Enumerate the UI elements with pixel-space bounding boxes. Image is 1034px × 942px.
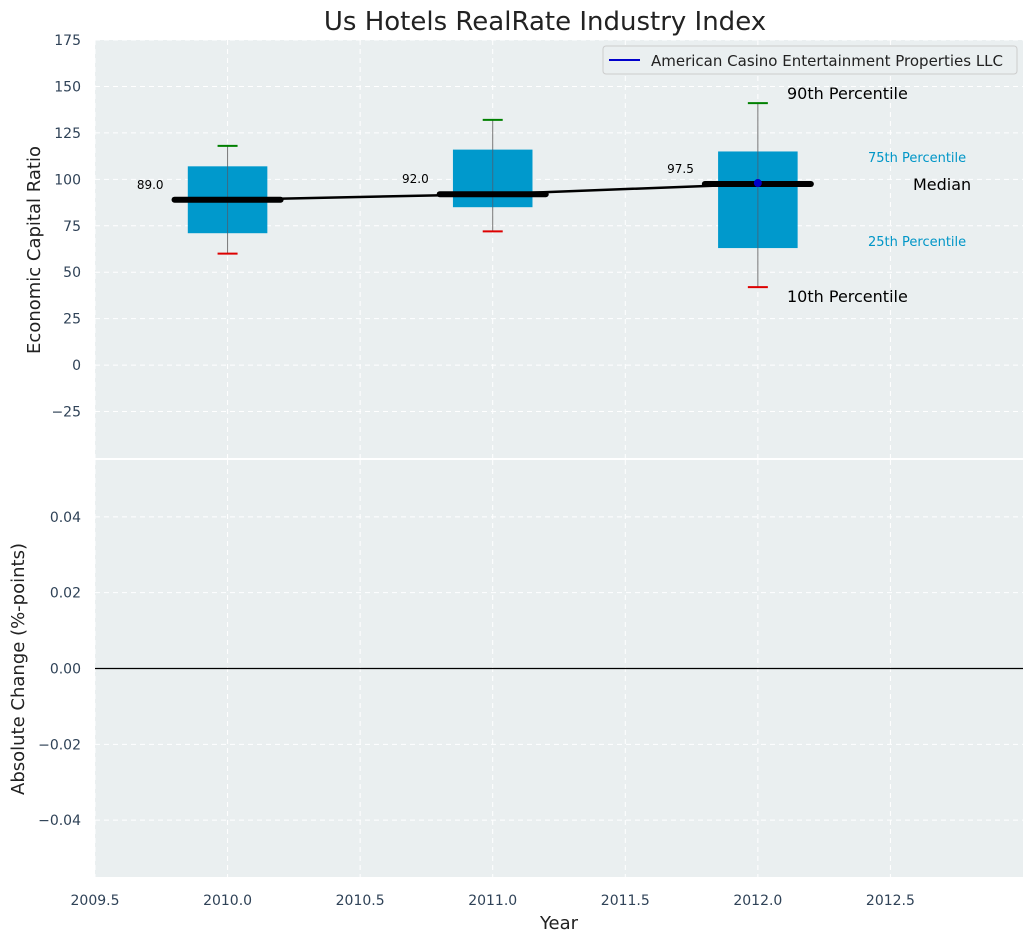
annotation-p25: 25th Percentile <box>868 235 966 250</box>
top-plot-background <box>95 40 1023 458</box>
percentile-annotations: 90th Percentile 75th Percentile Median 2… <box>787 84 971 306</box>
x-tick-label: 2012.5 <box>866 893 915 909</box>
top-y-tick-label: −25 <box>51 405 81 421</box>
median-trend <box>171 179 814 203</box>
median-value-label: 97.5 <box>667 162 694 176</box>
bottom-y-tick-label: −0.04 <box>38 813 81 829</box>
company-point <box>753 179 762 188</box>
bottom-y-ticks: −0.04 −0.02 0.00 0.02 0.04 <box>38 510 81 829</box>
top-y-tick-label: 0 <box>72 358 81 374</box>
annotation-median: Median <box>913 175 971 194</box>
legend-box <box>602 45 1018 75</box>
bottom-y-axis-label: Absolute Change (%-points) <box>8 543 29 795</box>
top-y-tick-label: 75 <box>63 219 81 235</box>
bottom-y-tick-label: 0.04 <box>50 510 81 526</box>
annotation-p75: 75th Percentile <box>868 151 966 166</box>
panel-divider <box>95 458 1023 460</box>
annotation-p10: 10th Percentile <box>787 287 908 306</box>
bottom-y-tick-label: −0.02 <box>38 737 81 753</box>
legend-entry: American Casino Entertainment Properties… <box>651 52 1003 70</box>
median-value-label: 89.0 <box>137 178 164 192</box>
x-tick-label: 2011.0 <box>468 893 517 909</box>
legend: American Casino Entertainment Properties… <box>602 45 1018 75</box>
x-tick-label: 2012.0 <box>733 893 782 909</box>
x-tick-label: 2011.5 <box>601 893 650 909</box>
top-y-axis-label: Economic Capital Ratio <box>24 146 45 354</box>
x-tick-label: 2009.5 <box>71 893 120 909</box>
x-axis-label: Year <box>539 913 579 934</box>
top-grid <box>94 39 1023 458</box>
top-plot-panel: −25 0 25 50 75 100 125 150 175 89.0 92.0 97.5 90th… <box>24 33 1023 458</box>
top-y-tick-label: 100 <box>54 172 81 188</box>
bottom-plot-panel: −0.04 −0.02 0.00 0.02 0.04 2009.5 2010.0 2010.… <box>8 460 1023 934</box>
top-y-tick-label: 50 <box>63 265 81 281</box>
top-y-ticks: −25 0 25 50 75 100 125 150 175 <box>51 33 81 421</box>
top-y-tick-label: 125 <box>54 126 81 142</box>
bottom-y-tick-label: 0.02 <box>50 586 81 602</box>
top-y-tick-label: 150 <box>54 79 81 95</box>
x-tick-label: 2010.5 <box>336 893 385 909</box>
bottom-y-tick-label: 0.00 <box>50 662 81 678</box>
x-tick-label: 2010.0 <box>203 893 252 909</box>
chart-title: Us Hotels RealRate Industry Index <box>324 7 766 37</box>
top-y-tick-label: 175 <box>54 33 81 49</box>
x-ticks: 2009.5 2010.0 2010.5 2011.0 2011.5 2012.0 2012… <box>71 893 915 909</box>
top-y-tick-label: 25 <box>63 312 81 328</box>
annotation-p90: 90th Percentile <box>787 84 908 103</box>
median-value-label: 92.0 <box>402 172 429 186</box>
